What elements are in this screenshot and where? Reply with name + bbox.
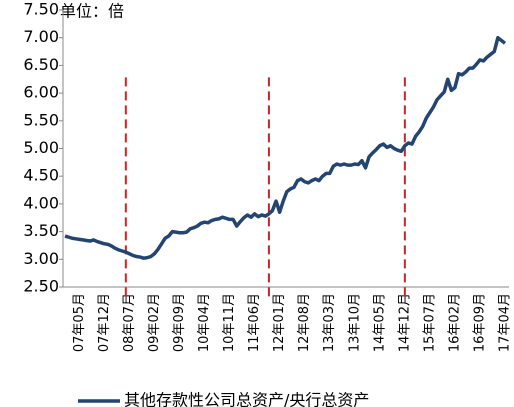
- x-tick-label: 08年07月: [122, 293, 137, 352]
- y-tick-label: 4.00: [23, 193, 59, 212]
- x-tick-label: 13年03月: [322, 293, 337, 352]
- x-tick-label: 12年08月: [297, 293, 312, 352]
- x-tick-label: 16年02月: [447, 293, 462, 352]
- x-tick-label: 09年02月: [147, 293, 162, 352]
- x-tick-label: 16年09月: [472, 293, 487, 352]
- x-tick-label: 07年05月: [72, 293, 87, 352]
- y-tick-label: 2.50: [23, 277, 59, 296]
- x-tick-label: 07年12月: [97, 293, 112, 352]
- y-tick-label: 7.50: [23, 0, 59, 19]
- x-tick-label: 12年01月: [272, 293, 287, 352]
- y-tick-label: 3.50: [23, 221, 59, 240]
- x-tick-label: 10年04月: [197, 293, 212, 352]
- x-tick-label: 10年11月: [222, 293, 237, 352]
- y-tick-label: 5.00: [23, 138, 59, 157]
- x-tick-label: 11年06月: [247, 293, 262, 352]
- x-tick-label: 17年04月: [498, 293, 513, 352]
- x-tick-label: 13年10月: [347, 293, 362, 352]
- x-tick-label: 14年05月: [372, 293, 387, 352]
- x-tick-label: 14年12月: [397, 293, 412, 352]
- y-tick-label: 5.50: [23, 110, 59, 129]
- x-tick-label: 09年09月: [172, 293, 187, 352]
- unit-annotation: 单位：倍: [60, 2, 124, 21]
- x-tick-label: 15年07月: [422, 293, 437, 352]
- legend-label: 其他存款性公司总资产/央行总资产: [124, 391, 369, 407]
- y-tick-label: 7.00: [23, 27, 59, 46]
- y-tick-label: 3.00: [23, 249, 59, 268]
- y-tick-label: 4.50: [23, 166, 59, 185]
- data-line: [64, 35, 507, 260]
- y-tick-label: 6.50: [23, 55, 59, 74]
- y-tick-label: 6.00: [23, 83, 59, 102]
